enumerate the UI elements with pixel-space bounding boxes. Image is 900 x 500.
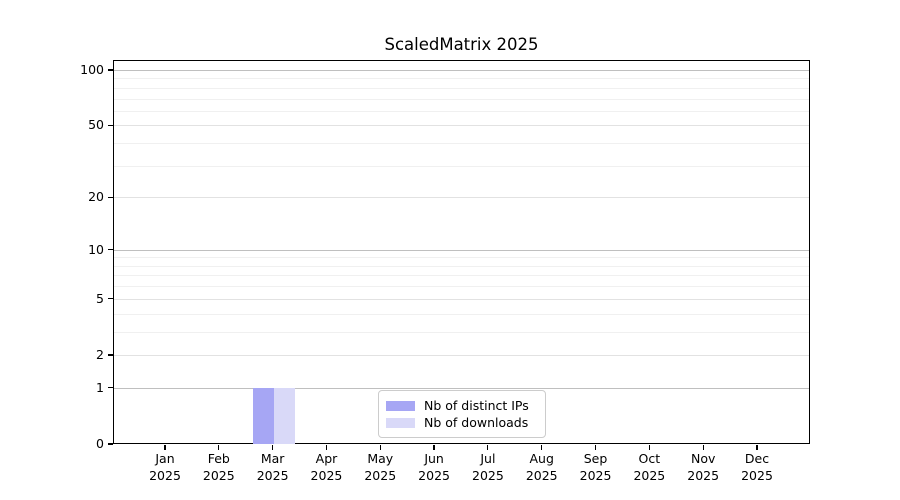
x-tick-label-month: Sep (583, 451, 608, 466)
gridline-minor-60 (114, 110, 809, 112)
gridline-50 (114, 125, 809, 127)
x-tick-label-year: 2025 (741, 468, 773, 483)
x-tick-mark-Nov (702, 445, 704, 450)
y-tick-label-20: 20 (88, 189, 104, 205)
bars-layer (114, 61, 809, 444)
chart-title: ScaledMatrix 2025 (384, 35, 539, 54)
gridline-minor-7 (114, 275, 809, 277)
x-tick-mark-Apr (325, 445, 328, 450)
legend-swatch-1 (386, 417, 415, 428)
x-tick-label-year: 2025 (418, 468, 450, 483)
gridline-minor-40 (114, 143, 809, 145)
y-tick-mark-2 (108, 354, 113, 356)
x-tick-label-year: 2025 (256, 468, 289, 483)
gridlines-layer (114, 61, 809, 443)
y-tick-label-0: 0 (96, 436, 104, 451)
legend-swatch-0 (386, 400, 415, 411)
x-tick-label-Oct: Oct 2025 (614, 450, 684, 484)
gridline-minor-70 (114, 98, 809, 100)
gridline-minor-8 (114, 265, 809, 267)
gridline-minor-4 (114, 313, 809, 315)
x-tick-label-Jul: Jul 2025 (453, 450, 523, 484)
x-tick-mark-Dec (756, 445, 758, 450)
x-tick-label-month: Mar (260, 451, 285, 466)
x-tick-label-Dec: Dec 2025 (722, 450, 792, 484)
x-tick-label-May: May 2025 (345, 450, 415, 484)
y-tick-label-50: 50 (88, 117, 104, 133)
x-tick-label-Jun: Jun 2025 (399, 450, 469, 484)
x-tick-mark-May (379, 445, 381, 450)
bar-downloads-Mar (273, 387, 295, 444)
x-tick-label-month: Nov (690, 451, 716, 466)
y-tick-mark-100 (108, 69, 113, 71)
gridline-minor-6 (114, 286, 809, 288)
x-tick-label-year: 2025 (202, 468, 235, 483)
x-tick-label-month: Oct (638, 451, 661, 466)
y-tick-mark-0 (108, 443, 113, 445)
plot-area: Nb of distinct IPs Nb of downloads (113, 60, 810, 444)
legend-entry-0: Nb of distinct IPs (386, 397, 537, 414)
y-tick-mark-50 (108, 124, 113, 126)
x-tick-label-Jan: Jan 2025 (130, 450, 200, 484)
x-tick-label-Nov: Nov 2025 (668, 450, 738, 484)
y-tick-label-2: 2 (96, 346, 104, 362)
x-tick-label-year: 2025 (687, 468, 720, 483)
x-tick-label-Feb: Feb 2025 (184, 450, 254, 484)
x-tick-label-year: 2025 (525, 468, 558, 483)
x-tick-label-month: Jan (155, 451, 175, 466)
y-tick-mark-10 (108, 249, 113, 251)
x-tick-label-year: 2025 (472, 468, 504, 483)
gridline-minor-90 (114, 78, 809, 80)
y-tick-label-1: 1 (96, 379, 104, 395)
gridline-minor-80 (114, 87, 809, 89)
x-tick-label-year: 2025 (633, 468, 666, 483)
gridline-20 (114, 197, 809, 199)
x-tick-mark-Jan (164, 445, 166, 450)
x-tick-label-year: 2025 (579, 468, 612, 483)
legend-label-0: Nb of distinct IPs (424, 398, 529, 413)
gridline-10 (114, 249, 809, 251)
gridline-minor-9 (114, 257, 809, 259)
legend-label-1: Nb of downloads (424, 415, 529, 430)
x-tick-label-year: 2025 (310, 468, 343, 483)
gridline-100 (114, 70, 809, 71)
x-tick-mark-Oct (648, 445, 650, 450)
x-tick-label-month: Jun (424, 451, 444, 466)
y-tick-mark-5 (108, 298, 113, 300)
x-tick-label-Mar: Mar 2025 (238, 450, 308, 484)
y-tick-label-100: 100 (80, 62, 104, 77)
gridline-2 (114, 354, 809, 356)
x-tick-label-month: Feb (207, 451, 230, 466)
x-tick-mark-Feb (218, 445, 220, 450)
gridline-minor-30 (114, 165, 809, 167)
x-tick-label-month: Dec (744, 451, 770, 466)
x-tick-mark-Mar (272, 445, 274, 450)
y-tick-mark-1 (108, 387, 113, 389)
legend-entry-1: Nb of downloads (386, 414, 537, 431)
x-tick-mark-Jul (487, 445, 489, 450)
x-tick-mark-Jun (433, 445, 435, 450)
gridline-minor-3 (114, 331, 809, 333)
x-tick-label-month: Aug (529, 451, 554, 466)
x-tick-label-year: 2025 (149, 468, 181, 483)
gridline-5 (114, 298, 809, 300)
x-tick-label-Sep: Sep 2025 (561, 450, 631, 484)
y-tick-label-5: 5 (96, 290, 104, 306)
x-tick-label-Aug: Aug 2025 (507, 450, 577, 484)
gridline-1 (114, 387, 809, 389)
x-tick-label-year: 2025 (364, 468, 397, 483)
x-tick-mark-Aug (541, 445, 543, 450)
x-tick-mark-Sep (594, 445, 597, 450)
x-tick-label-month: Jul (480, 451, 496, 466)
bar-distinct-ips-Mar (252, 387, 274, 444)
x-tick-label-month: Apr (315, 451, 338, 466)
x-tick-label-Apr: Apr 2025 (291, 450, 361, 484)
legend: Nb of distinct IPs Nb of downloads (378, 390, 546, 438)
x-tick-label-month: May (367, 451, 394, 466)
y-tick-mark-20 (108, 196, 113, 198)
y-tick-label-10: 10 (88, 241, 104, 257)
